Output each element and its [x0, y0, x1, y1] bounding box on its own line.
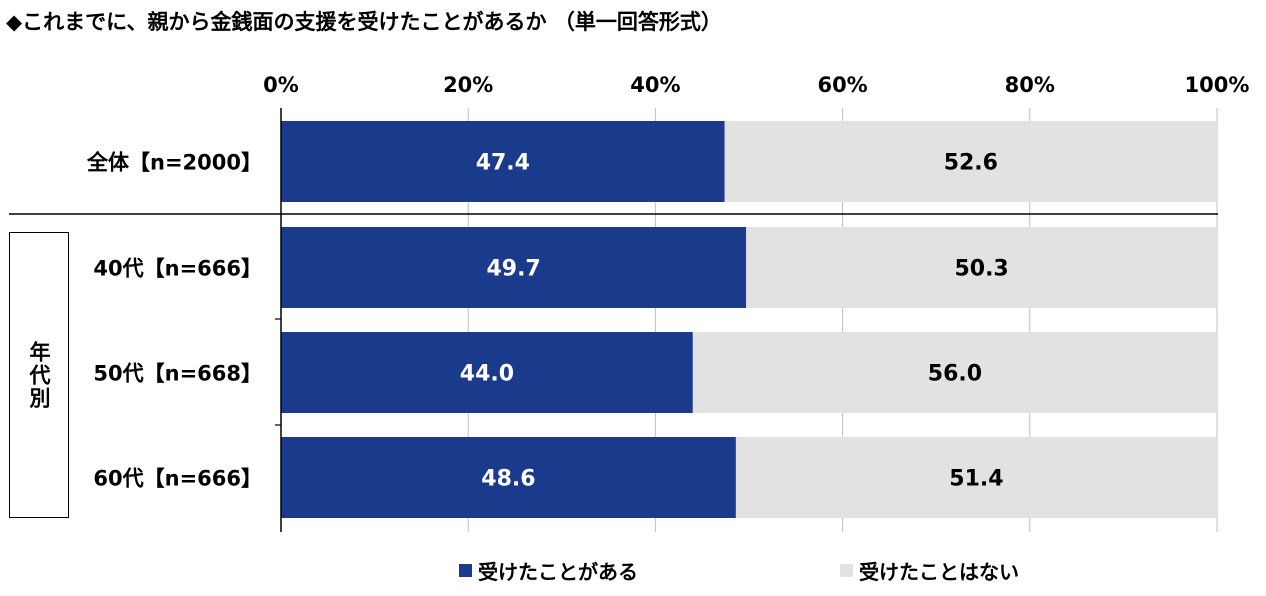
data-label: 56.0: [928, 362, 982, 387]
x-tick-label: 80%: [1005, 73, 1055, 97]
legend-item: 受けたことはない: [840, 556, 1019, 585]
data-label: 49.7: [486, 257, 540, 282]
legend: 受けたことがある 受けたことはない: [0, 556, 1266, 586]
category-label: 60代【n=666】: [93, 467, 262, 491]
bar-segment: [724, 121, 1217, 202]
legend-swatch: [459, 564, 472, 577]
data-label: 48.6: [481, 467, 535, 492]
data-label: 47.4: [476, 151, 530, 176]
bar-segment: [281, 121, 725, 202]
x-tick-label: 0%: [263, 73, 299, 97]
stacked-bar-chart: 0% 20% 40% 60% 80% 100% 47.4 52.6 全体【n=2000】 49.7…: [9, 73, 1249, 532]
legend-label: 受けたことはない: [859, 560, 1019, 584]
bar-segment: [692, 332, 1217, 413]
data-label: 44.0: [460, 362, 514, 387]
data-label: 50.3: [954, 257, 1008, 282]
axis-layer: [9, 108, 1218, 532]
chart-title: ◆これまでに、親から金銭面の支援を受けたことがあるか （単一回答形式）: [6, 10, 722, 34]
bar-segment: [281, 227, 747, 308]
legend-swatch: [840, 564, 853, 577]
bar-segment: [281, 437, 736, 518]
data-label: 52.6: [944, 151, 998, 176]
group-label: 年代別: [27, 340, 51, 410]
category-label: 全体【n=2000】: [86, 151, 262, 175]
category-label: 40代【n=666】: [93, 257, 262, 281]
x-tick-label: 20%: [443, 73, 493, 97]
bar-segment: [281, 332, 693, 413]
bars-layer: [281, 121, 1217, 518]
bar-segment: [746, 227, 1217, 308]
category-label: 50代【n=668】: [93, 362, 262, 386]
legend-item: 受けたことがある: [459, 556, 638, 585]
group-label-box: 年代別: [9, 232, 69, 518]
bar-segment: [735, 437, 1217, 518]
data-label: 51.4: [949, 467, 1003, 492]
x-tick-label: 100%: [1185, 73, 1250, 97]
x-tick-label: 60%: [817, 73, 867, 97]
x-tick-label: 40%: [630, 73, 680, 97]
legend-label: 受けたことがある: [478, 560, 638, 584]
labels-layer: 0% 20% 40% 60% 80% 100% 47.4 52.6 全体【n=2000】 49.7…: [86, 73, 1249, 492]
